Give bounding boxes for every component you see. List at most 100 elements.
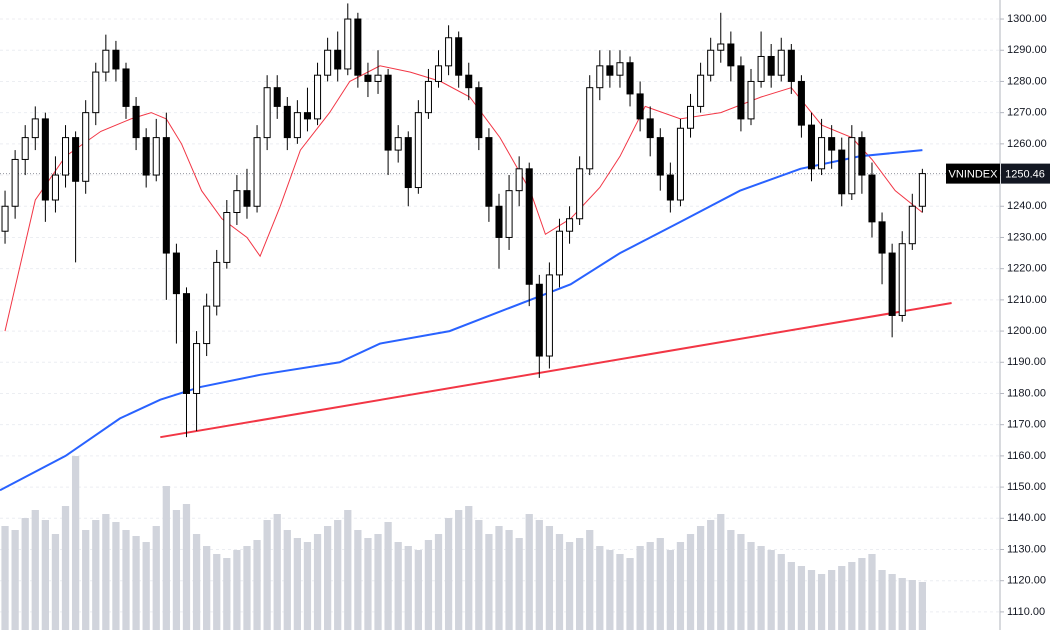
candle-body — [334, 49, 342, 70]
volume-bar — [82, 530, 90, 630]
volume-bar — [525, 514, 533, 630]
candle-body — [505, 190, 513, 238]
candle-body — [757, 55, 765, 82]
y-tick-label: 1230.00 — [1007, 231, 1047, 243]
candle-body — [838, 149, 846, 195]
indicator-lines — [0, 65, 952, 492]
candle-body — [314, 74, 322, 120]
candle-body — [394, 137, 402, 151]
volume-bar — [444, 518, 453, 630]
candle-body — [747, 80, 755, 120]
candle-body — [1, 205, 9, 232]
volume-bar — [334, 520, 342, 630]
volume-bar — [918, 582, 927, 630]
volume-bar — [354, 530, 362, 630]
volume-bar — [666, 550, 674, 630]
candle-body — [777, 49, 785, 76]
volume-bar — [243, 546, 251, 630]
symbol-tag — [946, 163, 1000, 184]
volume-bar — [636, 546, 644, 630]
volume-bar — [293, 538, 302, 630]
candle-body — [142, 137, 150, 176]
volume-bar — [162, 486, 170, 630]
volume-bar — [21, 518, 29, 630]
candle-body — [172, 252, 180, 295]
volume-bar — [717, 514, 725, 630]
candle-body — [152, 137, 160, 176]
volume-bar — [142, 542, 150, 630]
volume-bar — [515, 538, 523, 630]
candle-body — [898, 243, 906, 316]
y-tick-label: 1130.00 — [1007, 543, 1046, 555]
candle-body — [273, 87, 281, 107]
candle-body — [697, 74, 705, 107]
volume-bar — [596, 546, 604, 630]
candle-body — [687, 105, 695, 129]
volume-bar — [777, 554, 785, 630]
volume-bar — [41, 520, 49, 630]
indicator-line — [4, 65, 923, 332]
volume-bar — [475, 520, 483, 630]
candle-body — [445, 37, 453, 67]
candle-body — [465, 74, 473, 89]
volume-bar — [505, 530, 513, 630]
candle-body — [566, 218, 574, 232]
candle-body — [263, 87, 271, 139]
candle-body — [707, 49, 715, 76]
volume-bar — [676, 542, 685, 630]
volume-bar — [132, 536, 140, 630]
y-tick-label: 1280.00 — [1007, 75, 1047, 87]
volume-bar — [273, 514, 281, 630]
candles — [1, 3, 926, 438]
volume-bar — [576, 538, 584, 630]
candle-body — [243, 190, 251, 207]
volume-bar — [737, 534, 745, 630]
y-tick-label: 1290.00 — [1007, 44, 1047, 56]
y-tick-label: 1260.00 — [1007, 138, 1047, 150]
volume-bar — [92, 520, 100, 630]
volume-bar — [787, 562, 795, 630]
volume-bar — [233, 550, 241, 630]
volume-bar — [424, 540, 433, 630]
volume-bar — [828, 570, 836, 630]
candle-body — [545, 274, 553, 357]
volume-bar — [888, 574, 896, 630]
indicator-line — [160, 302, 952, 439]
volume-bar — [213, 554, 221, 630]
y-tick-label: 1200.00 — [1007, 325, 1047, 337]
volume-bar — [414, 550, 422, 630]
candle-body — [868, 174, 876, 223]
candle-body — [344, 18, 352, 70]
volume-bar — [203, 546, 211, 630]
candle-body — [848, 137, 856, 195]
symbol-label: VNINDEX — [949, 169, 999, 181]
volume-bar — [646, 542, 654, 630]
y-tick-label: 1190.00 — [1007, 356, 1046, 368]
candle-body — [606, 65, 614, 76]
volume-bar — [172, 510, 181, 630]
price-tag — [1001, 163, 1050, 184]
volume-bar — [696, 526, 705, 630]
volume-bar — [868, 554, 876, 630]
candle-body — [485, 137, 493, 207]
volume-bar — [908, 580, 916, 630]
volume-bar — [807, 570, 816, 630]
y-tick-label: 1170.00 — [1007, 419, 1046, 431]
candle-body — [434, 65, 443, 82]
y-tick-label: 1120.00 — [1007, 575, 1046, 587]
volume-bar — [303, 542, 312, 630]
candle-body — [354, 18, 362, 76]
volume-bar — [404, 546, 412, 630]
volume-bar — [122, 530, 130, 630]
candle-body — [656, 137, 664, 176]
candle-body — [41, 118, 49, 201]
candle-body — [374, 74, 382, 82]
volume-bar — [898, 578, 906, 630]
candle-body — [676, 127, 684, 201]
volume-bar — [61, 506, 70, 630]
y-tick-label: 1220.00 — [1007, 263, 1047, 275]
candle-body — [404, 137, 412, 189]
candle-body — [767, 55, 775, 76]
candle-body — [162, 137, 170, 254]
volume-bar — [838, 566, 846, 630]
